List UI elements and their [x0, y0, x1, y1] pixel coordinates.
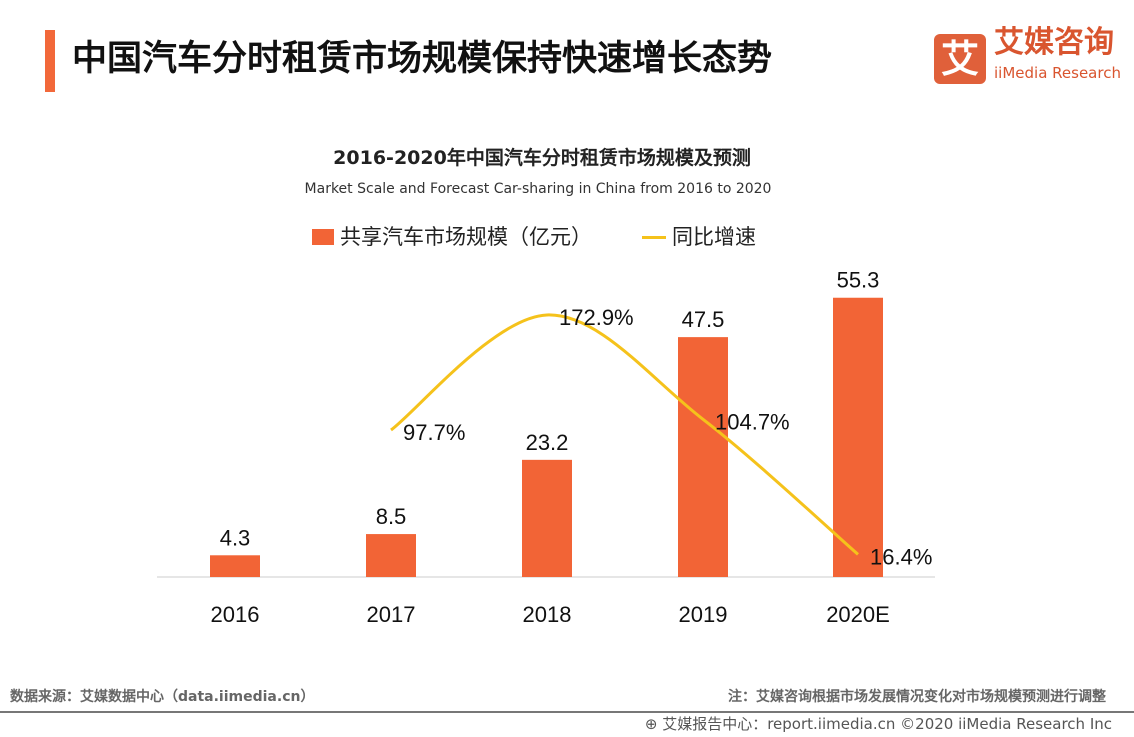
page-title: 中国汽车分时租赁市场规模保持快速增长态势	[72, 39, 773, 79]
logo-icon: 艾	[934, 34, 986, 84]
x-tick-label: 2017	[367, 602, 416, 627]
chart-title: 2016-2020年中国汽车分时租赁市场规模及预测	[333, 147, 751, 169]
line-value-label: 172.9%	[559, 305, 634, 330]
bar	[522, 459, 572, 577]
line-value-label: 97.7%	[403, 420, 465, 445]
source-text: 数据来源：艾媒数据中心（data.iimedia.cn）	[10, 689, 315, 705]
bar	[366, 534, 416, 577]
bar	[210, 555, 260, 577]
x-tick-label: 2018	[523, 602, 572, 627]
legend-line-swatch	[642, 235, 666, 239]
bar	[678, 337, 728, 577]
bar-value-label: 4.3	[220, 525, 251, 550]
growth-line	[390, 313, 859, 556]
logo-text-en: iiMedia Research	[994, 64, 1121, 82]
note-text: 注：艾媒咨询根据市场发展情况变化对市场规模预测进行调整	[728, 689, 1106, 705]
legend-line-label: 同比增速	[672, 225, 756, 249]
footer-report: ⊕ 艾媒报告中心：report.iimedia.cn ©2020 iiMedia…	[645, 715, 1112, 734]
bar	[833, 297, 883, 577]
x-tick-label: 2016	[211, 602, 260, 627]
logo-text-cn: 艾媒咨询	[994, 25, 1114, 60]
line-value-label: 16.4%	[870, 544, 932, 569]
title-accent-bar	[45, 30, 55, 92]
x-tick-label: 2019	[679, 602, 728, 627]
globe-icon: ⊕	[644, 715, 663, 733]
legend-bar-label: 共享汽车市场规模（亿元）	[340, 225, 592, 249]
bar-value-label: 23.2	[526, 430, 569, 455]
line-value-label: 104.7%	[715, 409, 790, 434]
bar-value-label: 8.5	[376, 504, 407, 529]
x-tick-label: 2020E	[826, 602, 890, 627]
footer-report-text: 艾媒报告中心：report.iimedia.cn ©2020 iiMedia R…	[662, 715, 1112, 733]
chart-subtitle: Market Scale and Forecast Car-sharing in…	[304, 181, 772, 197]
footer-divider	[0, 711, 1134, 713]
bar-value-label: 47.5	[682, 307, 725, 332]
chart-legend: 共享汽车市场规模（亿元） 同比增速	[312, 224, 756, 250]
bar-value-label: 55.3	[837, 268, 880, 293]
legend-bar-swatch	[312, 229, 334, 245]
